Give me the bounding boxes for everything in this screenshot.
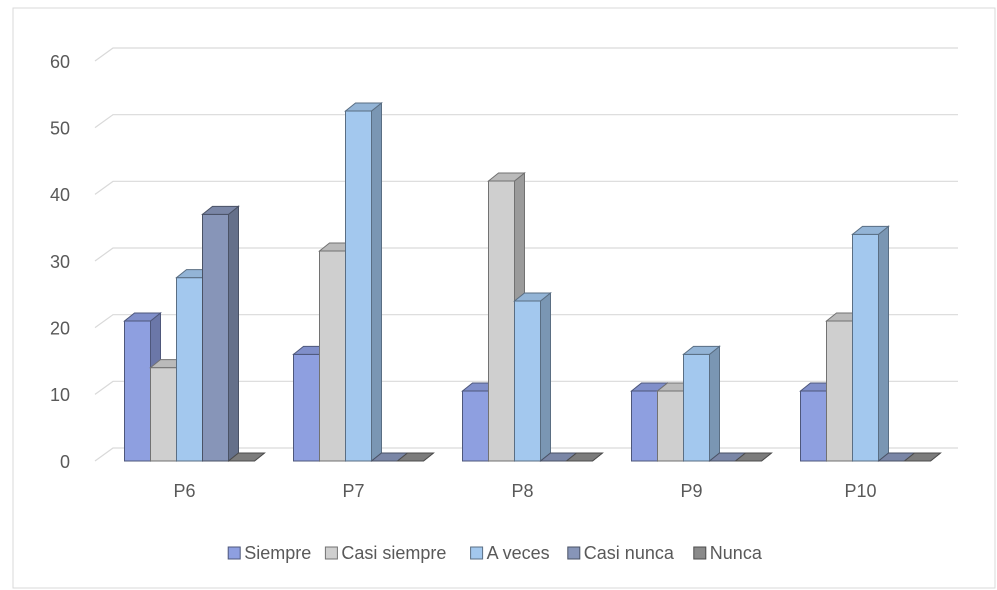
- bar: [513, 291, 552, 463]
- bar-front: [514, 300, 541, 462]
- legend-label: Casi nunca: [584, 543, 675, 563]
- y-tick-label: 20: [50, 318, 70, 338]
- y-tick-label: 60: [50, 52, 70, 72]
- bar: [565, 452, 604, 462]
- bar: [903, 452, 942, 462]
- bar-top: [682, 345, 721, 355]
- grid-line: [94, 380, 958, 395]
- x-tick-label: P6: [173, 481, 195, 501]
- y-tick-label: 0: [60, 452, 70, 472]
- bar: [851, 225, 890, 463]
- grid-line: [94, 47, 958, 62]
- y-tick-label: 30: [50, 252, 70, 272]
- bar-side: [228, 205, 239, 463]
- bar-front: [657, 390, 684, 462]
- bar-side: [878, 225, 889, 463]
- bar-top: [565, 452, 604, 462]
- legend-label: Nunca: [710, 543, 763, 563]
- bar: [344, 101, 383, 463]
- legend-swatch: [324, 546, 338, 560]
- grid-line: [94, 247, 958, 262]
- bar: [396, 452, 435, 462]
- bar-front: [124, 320, 151, 462]
- bar-front: [826, 320, 853, 462]
- x-tick-label: P9: [680, 481, 702, 501]
- bar-top: [734, 452, 773, 462]
- bar-front: [800, 390, 827, 462]
- legend-label: Casi siempre: [341, 543, 446, 563]
- legend-label: A veces: [487, 543, 550, 563]
- bar-top: [201, 205, 240, 215]
- bar-front: [319, 250, 346, 462]
- bar: [123, 311, 162, 463]
- bar-top: [227, 452, 266, 462]
- bar-top: [123, 312, 162, 322]
- bar-front: [852, 233, 879, 462]
- y-tick-label: 10: [50, 385, 70, 405]
- bar-front: [293, 353, 320, 462]
- bar-side: [540, 291, 551, 463]
- bar-side: [371, 101, 382, 463]
- bar-top: [344, 102, 383, 112]
- bar-side: [709, 345, 720, 463]
- bar-top: [513, 292, 552, 302]
- bar-front: [488, 180, 515, 462]
- y-tick-label: 40: [50, 185, 70, 205]
- bar: [201, 205, 240, 463]
- grid-line: [94, 114, 958, 129]
- x-tick-label: P10: [844, 481, 876, 501]
- bar: [227, 452, 266, 462]
- legend-swatch: [693, 546, 707, 560]
- bar-top: [851, 225, 890, 235]
- legend-swatch: [567, 546, 581, 560]
- grid-line: [94, 180, 958, 195]
- bar-top: [487, 172, 526, 182]
- bar-front: [176, 277, 203, 462]
- bar-front: [462, 390, 489, 462]
- x-tick-label: P8: [511, 481, 533, 501]
- legend-swatch: [227, 546, 241, 560]
- y-tick-label: 50: [50, 118, 70, 138]
- bar: [682, 345, 721, 463]
- x-tick-label: P7: [342, 481, 364, 501]
- bar-front: [631, 390, 658, 462]
- legend-swatch: [470, 546, 484, 560]
- legend-label: Siempre: [244, 543, 311, 563]
- bar: [734, 452, 773, 462]
- bar-front: [683, 353, 710, 462]
- bar-top: [903, 452, 942, 462]
- bar-front: [202, 213, 229, 462]
- grid-line: [94, 314, 958, 329]
- bar-front: [345, 110, 372, 462]
- bar-front: [150, 367, 177, 462]
- bar-top: [396, 452, 435, 462]
- bar: [487, 171, 526, 463]
